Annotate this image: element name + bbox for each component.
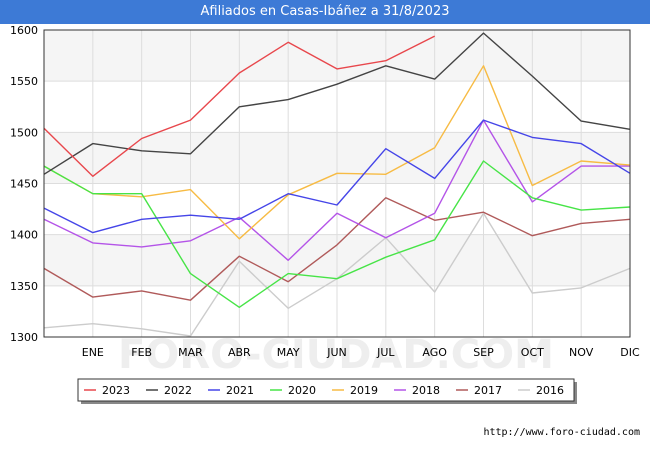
legend-label-2018: 2018 xyxy=(412,384,440,397)
x-tick-label: ABR xyxy=(228,346,251,359)
legend-label-2023: 2023 xyxy=(102,384,130,397)
legend-label-2021: 2021 xyxy=(226,384,254,397)
y-tick-label: 1550 xyxy=(10,75,38,88)
series-line-2023[interactable] xyxy=(43,35,436,178)
x-tick-label: NOV xyxy=(569,346,594,359)
legend-label-2016: 2016 xyxy=(536,384,564,397)
y-tick-label: 1350 xyxy=(10,280,38,293)
y-tick-label: 1600 xyxy=(10,24,38,37)
legend-box xyxy=(77,378,575,402)
x-tick-label: OCT xyxy=(521,346,544,359)
plot-border xyxy=(43,29,631,338)
x-tick-labels: ENE FEB MAR ABR MAY JUN JUL AGO SEP OCT NOV DIC xyxy=(82,346,640,359)
x-tick-label: MAY xyxy=(277,346,300,359)
legend-label-2022: 2022 xyxy=(164,384,192,397)
series-line-2021[interactable] xyxy=(43,119,631,234)
y-tick-labels: 1300 1350 1400 1450 1500 1550 1600 xyxy=(10,24,38,344)
legend: 2023 2022 2021 2020 2019 2018 2017 2016 xyxy=(77,378,577,404)
series-line-2020[interactable] xyxy=(43,160,631,308)
series-line-2019[interactable] xyxy=(43,65,631,240)
chart-title: Afiliados en Casas-Ibáñez a 31/8/2023 xyxy=(0,0,650,24)
x-tick-label: JUN xyxy=(326,346,347,359)
axes xyxy=(43,29,631,338)
legend-label-2019: 2019 xyxy=(350,384,378,397)
y-tick-label: 1500 xyxy=(10,126,38,139)
y-tick-label: 1400 xyxy=(10,229,38,242)
x-tick-label: ENE xyxy=(82,346,104,359)
series-line-2018[interactable] xyxy=(43,119,630,261)
x-tick-label: SEP xyxy=(473,346,494,359)
y-tick-label: 1450 xyxy=(10,178,38,191)
series-line-2022[interactable] xyxy=(43,32,631,175)
series-line-2017[interactable] xyxy=(43,197,631,301)
x-tick-label: MAR xyxy=(178,346,203,359)
x-tick-label: JUL xyxy=(376,346,395,359)
legend-label-2020: 2020 xyxy=(288,384,316,397)
source-credit: http://www.foro-ciudad.com xyxy=(483,427,640,438)
x-tick-label: DIC xyxy=(620,346,640,359)
x-tick-label: FEB xyxy=(131,346,152,359)
legend-label-2017: 2017 xyxy=(474,384,502,397)
y-tick-label: 1300 xyxy=(10,331,38,344)
watermark: FORO-CIUDAD.COM xyxy=(118,332,554,378)
series-lines xyxy=(43,32,631,337)
x-tick-label: AGO xyxy=(422,346,447,359)
